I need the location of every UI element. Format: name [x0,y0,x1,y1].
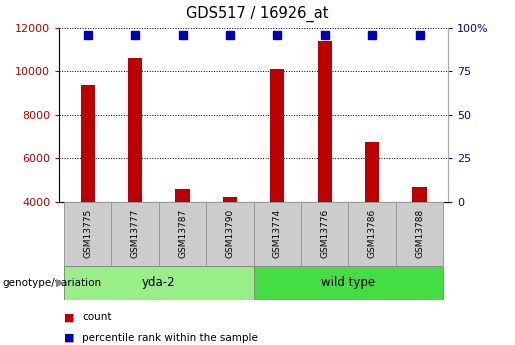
Text: percentile rank within the sample: percentile rank within the sample [82,333,259,343]
Bar [80,85,95,202]
Text: ■: ■ [64,333,75,343]
Text: GDS517 / 16926_at: GDS517 / 16926_at [186,6,329,22]
Bar [301,202,349,266]
Text: GSM13775: GSM13775 [83,209,92,258]
Text: yda-2: yda-2 [142,276,176,289]
Text: GSM13774: GSM13774 [273,209,282,258]
Bar [349,202,396,266]
Bar [206,202,254,266]
Bar [111,202,159,266]
Bar [128,58,142,202]
Text: GSM13777: GSM13777 [131,209,140,258]
Text: GSM13788: GSM13788 [415,209,424,258]
Bar [253,266,443,300]
Bar [270,69,284,202]
Text: GSM13787: GSM13787 [178,209,187,258]
Bar [365,142,379,202]
Bar [413,187,427,202]
Bar [159,202,206,266]
Bar [223,197,237,202]
Bar [396,202,443,266]
Text: GSM13790: GSM13790 [226,209,234,258]
Bar [176,189,190,202]
Text: wild type: wild type [321,276,375,289]
Text: ▶: ▶ [56,278,64,288]
Bar [64,202,111,266]
Bar [64,266,253,300]
Bar [253,202,301,266]
Text: GSM13776: GSM13776 [320,209,329,258]
Bar [318,41,332,202]
Text: GSM13786: GSM13786 [368,209,376,258]
Text: genotype/variation: genotype/variation [3,278,101,288]
Text: ■: ■ [64,312,75,322]
Text: count: count [82,312,112,322]
